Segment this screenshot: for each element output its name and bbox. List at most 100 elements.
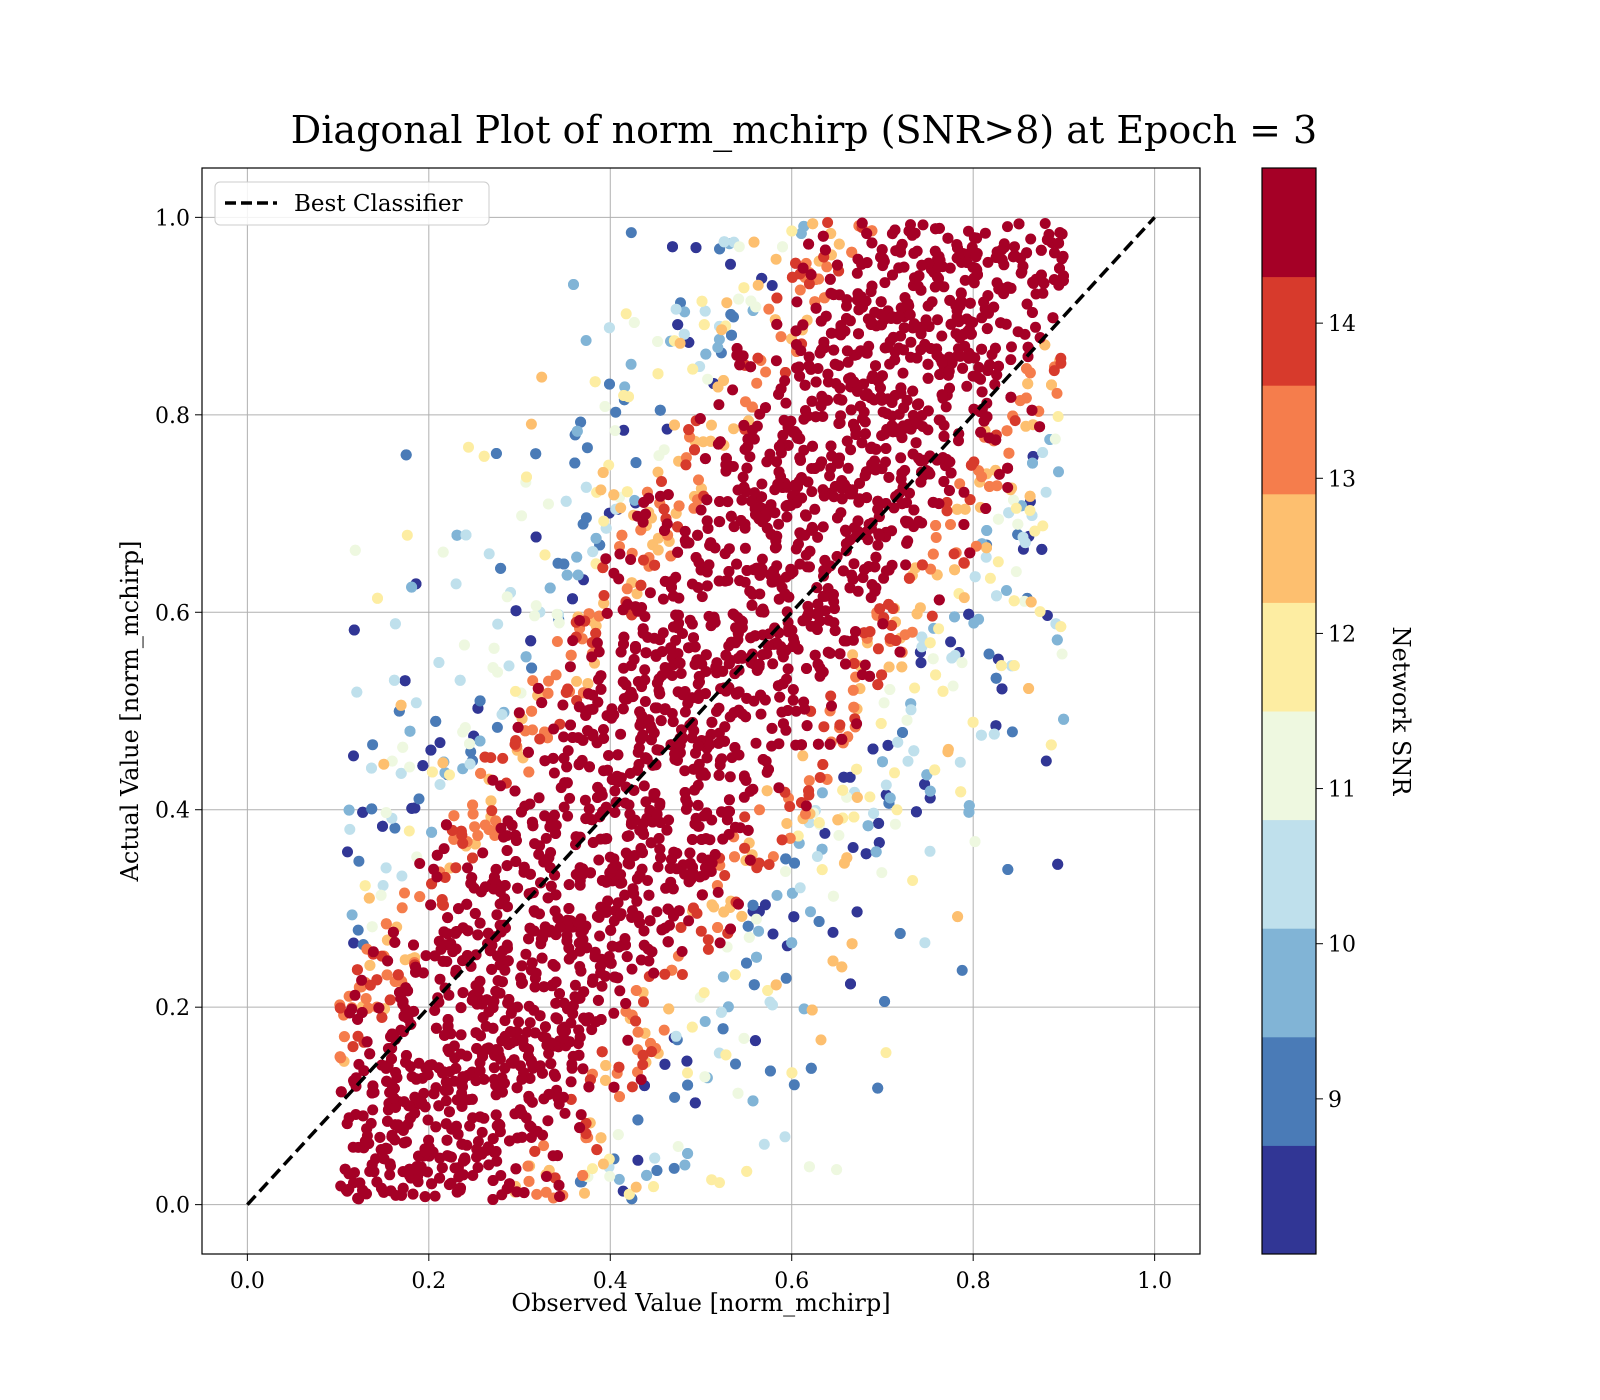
scatter-point bbox=[498, 1077, 510, 1089]
scatter-point bbox=[862, 820, 874, 832]
scatter-point bbox=[701, 752, 713, 764]
scatter-point bbox=[342, 846, 353, 858]
scatter-point bbox=[716, 753, 728, 765]
scatter-point bbox=[547, 1150, 559, 1162]
scatter-point bbox=[652, 336, 664, 347]
scatter-point bbox=[526, 1057, 537, 1069]
scatter-point bbox=[736, 910, 748, 922]
scatter-point bbox=[637, 1059, 649, 1071]
scatter-point bbox=[771, 292, 783, 304]
scatter-point bbox=[474, 1057, 486, 1069]
scatter-point bbox=[991, 369, 1003, 381]
scatter-point bbox=[1026, 404, 1038, 416]
scatter-point bbox=[878, 572, 890, 584]
scatter-point bbox=[797, 615, 809, 627]
scatter-point bbox=[706, 1174, 718, 1186]
scatter-point bbox=[810, 302, 822, 314]
scatter-point bbox=[508, 1054, 520, 1066]
scatter-point bbox=[501, 845, 513, 856]
scatter-point bbox=[626, 1081, 638, 1093]
scatter-point bbox=[903, 487, 915, 499]
scatter-point bbox=[530, 448, 542, 460]
scatter-point bbox=[1034, 606, 1046, 618]
scatter-point bbox=[853, 328, 864, 340]
scatter-point bbox=[896, 498, 908, 510]
scatter-point bbox=[684, 847, 696, 859]
scatter-point bbox=[550, 669, 562, 681]
scatter-point bbox=[625, 686, 637, 698]
scatter-point bbox=[686, 834, 698, 845]
scatter-point bbox=[538, 981, 550, 993]
scatter-point bbox=[513, 1016, 525, 1028]
scatter-point bbox=[798, 444, 810, 456]
scatter-point bbox=[876, 669, 888, 681]
scatter-point bbox=[494, 886, 506, 898]
scatter-point bbox=[574, 615, 586, 626]
scatter-point bbox=[889, 767, 900, 779]
scatter-point bbox=[396, 902, 408, 914]
scatter-point bbox=[390, 1101, 401, 1113]
scatter-point bbox=[832, 814, 844, 826]
scatter-point bbox=[754, 408, 766, 420]
scatter-point bbox=[437, 955, 449, 967]
scatter-point bbox=[786, 887, 798, 899]
scatter-point bbox=[968, 403, 980, 415]
scatter-point bbox=[438, 843, 450, 855]
scatter-point bbox=[672, 546, 684, 558]
scatter-point bbox=[567, 635, 579, 647]
scatter-point bbox=[491, 721, 503, 733]
scatter-point bbox=[781, 818, 793, 829]
scatter-point bbox=[467, 1170, 479, 1181]
scatter-point bbox=[450, 1120, 462, 1132]
scatter-point bbox=[796, 739, 807, 751]
scatter-point bbox=[641, 1169, 653, 1181]
scatter-point bbox=[657, 593, 669, 605]
scatter-point bbox=[791, 497, 803, 509]
scatter-point bbox=[404, 725, 416, 737]
scatter-point bbox=[352, 1030, 364, 1042]
scatter-point bbox=[782, 705, 794, 716]
scatter-point bbox=[665, 642, 677, 654]
scatter-point bbox=[370, 1153, 382, 1165]
scatter-point bbox=[856, 217, 868, 229]
scatter-point bbox=[780, 866, 791, 877]
colorbar-tick-label: 10 bbox=[1328, 933, 1356, 958]
scatter-point bbox=[518, 1187, 530, 1199]
scatter-point bbox=[667, 716, 679, 728]
scatter-point bbox=[723, 566, 735, 577]
scatter-point bbox=[713, 702, 725, 714]
scatter-point bbox=[824, 738, 836, 750]
scatter-point bbox=[579, 794, 591, 806]
x-tick-label: 0.8 bbox=[956, 1269, 991, 1294]
y-tick-label: 0.6 bbox=[155, 601, 190, 626]
scatter-point bbox=[902, 535, 914, 547]
scatter-point bbox=[376, 1182, 387, 1194]
scatter-point bbox=[777, 651, 789, 663]
scatter-point bbox=[1027, 457, 1038, 469]
scatter-point bbox=[648, 967, 660, 979]
scatter-point bbox=[587, 730, 599, 742]
scatter-point bbox=[991, 590, 1002, 602]
scatter-point bbox=[409, 1107, 421, 1119]
scatter-point bbox=[859, 564, 870, 575]
scatter-point bbox=[809, 649, 821, 661]
scatter-point bbox=[619, 889, 631, 901]
scatter-point bbox=[764, 1065, 776, 1077]
scatter-point bbox=[944, 456, 956, 468]
scatter-point bbox=[549, 960, 561, 972]
scatter-point bbox=[786, 1067, 798, 1079]
scatter-point bbox=[655, 715, 667, 727]
scatter-point bbox=[824, 273, 836, 285]
scatter-point bbox=[807, 218, 819, 230]
scatter-point bbox=[786, 225, 798, 237]
scatter-point bbox=[1037, 447, 1049, 458]
scatter-point bbox=[755, 708, 767, 720]
scatter-point bbox=[483, 548, 495, 560]
scatter-point bbox=[856, 669, 868, 681]
scatter-point bbox=[591, 637, 603, 649]
scatter-point bbox=[620, 308, 632, 320]
scatter-point bbox=[679, 706, 691, 718]
scatter-point bbox=[398, 1137, 410, 1149]
scatter-point bbox=[587, 546, 599, 558]
scatter-point bbox=[730, 1058, 741, 1070]
